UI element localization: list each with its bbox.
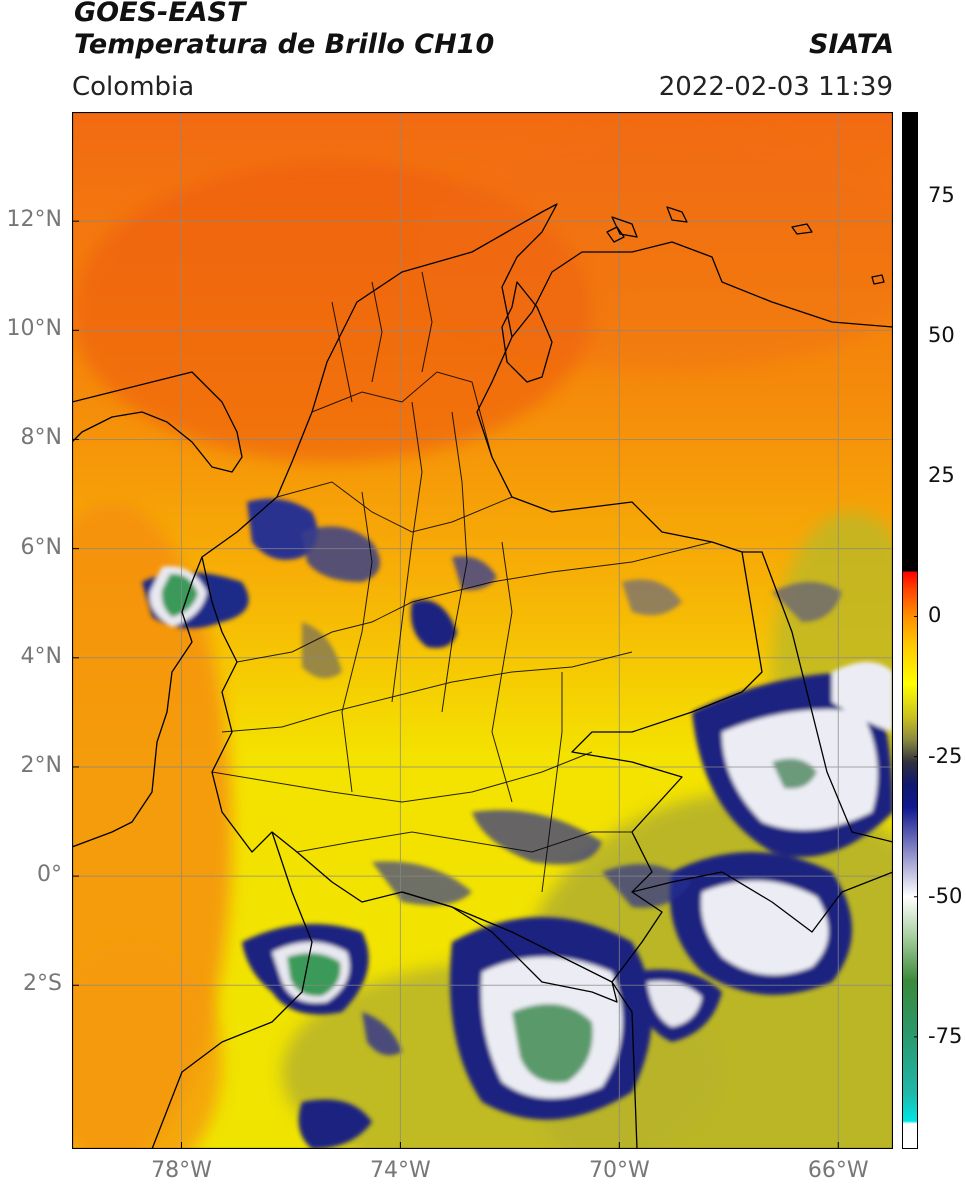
lat-tick-label: 8°N xyxy=(20,425,62,451)
borders xyxy=(72,203,893,1149)
lon-tick-label: 78°W xyxy=(151,1158,212,1183)
lat-tick-label: 2°S xyxy=(23,971,62,997)
warm-area-pacific-south xyxy=(72,942,222,1149)
colorbar-tick-label: 50 xyxy=(928,323,955,348)
island xyxy=(871,274,885,285)
brazil-border xyxy=(631,871,893,933)
lat-tick-label: 0° xyxy=(37,862,62,888)
lon-tick-label: 74°W xyxy=(370,1158,431,1183)
graticule xyxy=(72,112,893,1149)
colorbar-fill xyxy=(902,112,918,1149)
colorbar-frame xyxy=(902,112,918,1149)
cloud-clusters xyxy=(142,498,893,1149)
panama-coast xyxy=(72,371,243,473)
datetime-label: 2022-02-03 11:39 xyxy=(658,72,893,102)
region-label: Colombia xyxy=(72,72,195,102)
cloud-streaks-southeast xyxy=(372,579,842,908)
satellite-title: GOES-EAST xyxy=(74,0,246,28)
island xyxy=(611,216,638,238)
lat-tick-label: 6°N xyxy=(20,534,62,560)
venezuela-south-border xyxy=(742,551,893,843)
colorbar-tick-label: 0 xyxy=(928,603,942,628)
colorbar-tick-label: 25 xyxy=(928,463,955,488)
lat-tick-label: 12°N xyxy=(6,207,62,233)
lat-tick-label: 10°N xyxy=(6,316,62,342)
colorbar-tick-label: -75 xyxy=(928,1023,963,1048)
venezuela-coast xyxy=(511,241,893,338)
island xyxy=(606,226,625,243)
pacific-coast xyxy=(72,556,203,848)
lake-maracaibo xyxy=(501,281,553,383)
lon-tick-label: 66°W xyxy=(807,1158,869,1183)
agency-title: SIATA xyxy=(808,29,894,60)
axis-ticks xyxy=(72,220,839,1149)
colorbar-tick-label: 75 xyxy=(928,183,955,208)
peru-colombia-border xyxy=(401,891,638,1149)
colorbar-ticks xyxy=(914,195,918,1038)
product-title: Temperatura de Brillo CH10 xyxy=(74,29,495,60)
colombia-outline xyxy=(201,203,763,1003)
cloud-west-choco xyxy=(142,498,318,629)
department-borders xyxy=(211,271,713,893)
cloud-andes-central xyxy=(302,526,497,679)
map-frame xyxy=(72,112,893,1149)
colorbar-tick-label: -25 xyxy=(928,743,963,768)
colorbar xyxy=(902,112,918,1149)
island xyxy=(791,223,813,235)
island xyxy=(666,206,688,223)
lat-tick-label: 2°N xyxy=(20,752,62,778)
ecuador-peru-border xyxy=(151,831,313,1149)
colorbar-tick-label: -50 xyxy=(928,883,963,908)
brightness-temperature-map xyxy=(72,112,893,1149)
cloud-east-brazil xyxy=(632,852,852,1042)
lon-tick-label: 70°W xyxy=(588,1158,650,1183)
cloud-amazon-south xyxy=(298,917,652,1149)
lat-tick-label: 4°N xyxy=(20,643,62,669)
